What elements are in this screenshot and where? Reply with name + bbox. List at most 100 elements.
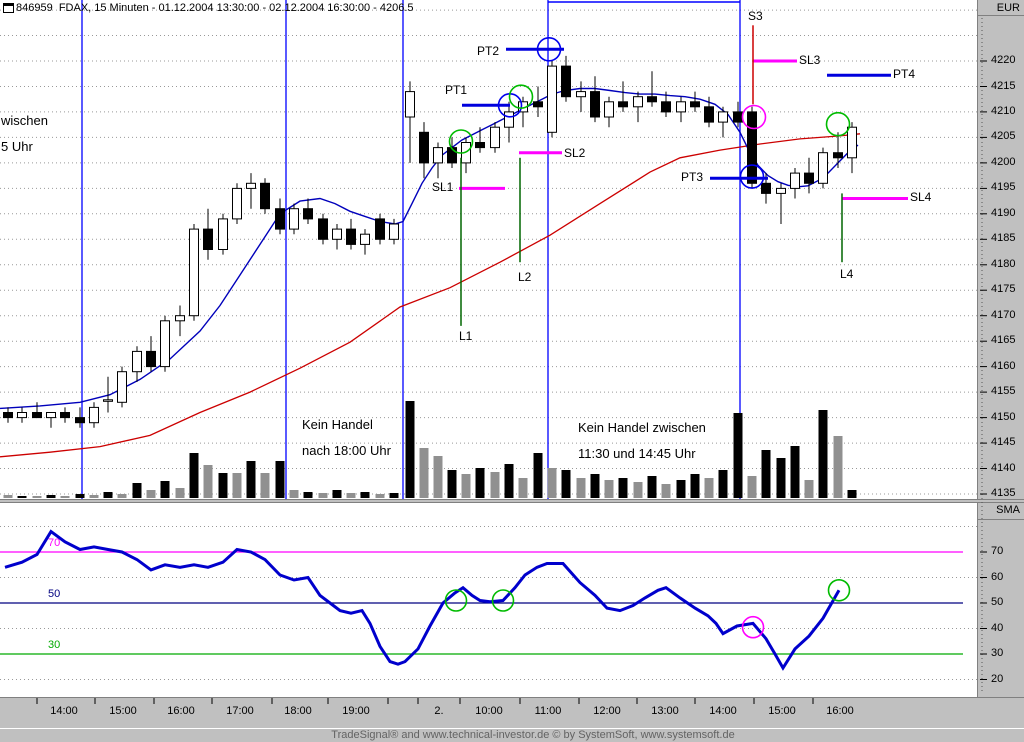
price-axis-label: 4165 [991, 334, 1016, 347]
candle [847, 122, 857, 174]
candle [103, 376, 113, 413]
trade-label-pt1: PT1 [445, 83, 468, 97]
candle [203, 208, 213, 260]
volume-bar [618, 478, 628, 498]
price-axis-gutter[interactable] [977, 0, 1024, 742]
trade-label-s3: S3 [748, 9, 763, 23]
candle [419, 122, 429, 179]
volume-bar [604, 480, 614, 498]
price-axis-label: 4185 [991, 232, 1016, 245]
volume-bar [690, 474, 700, 498]
volume-bar [60, 496, 70, 498]
volume-bar [218, 473, 228, 498]
volume-bar [647, 476, 657, 498]
price-axis-label: 4145 [991, 436, 1016, 449]
volume-bar [676, 480, 686, 498]
time-axis[interactable] [0, 697, 1024, 728]
signal-circle [448, 129, 474, 154]
time-axis-label: 14:00 [50, 705, 78, 717]
slow-ma-line [0, 133, 861, 458]
volume-bar [576, 478, 586, 498]
time-axis-label: 19:00 [342, 705, 370, 717]
candle [490, 122, 500, 153]
oscillator-signal-circle [827, 578, 851, 602]
price-axis-label: 4215 [991, 79, 1016, 92]
no-trade-note-1-line1: Kein Handel [302, 417, 373, 432]
time-axis-label: 18:00 [284, 705, 312, 717]
volume-bar [303, 492, 313, 498]
candle [389, 218, 399, 245]
trade-label-pt3: PT3 [681, 170, 704, 184]
indicator-axis-label: 60 [991, 570, 1004, 583]
oscillator-signal-circle [741, 615, 765, 639]
candle [833, 132, 843, 168]
candle [776, 183, 786, 224]
indicator-level-label: 50 [48, 588, 61, 600]
candle [518, 96, 528, 128]
price-axis-label: 4175 [991, 283, 1016, 296]
trade-label-l2: L2 [518, 270, 532, 284]
candle [405, 81, 415, 163]
candle [160, 315, 170, 372]
candle [604, 96, 614, 128]
indicator-label: SMA [996, 504, 1020, 516]
volume-bar [189, 453, 199, 498]
volume-bar [433, 456, 443, 498]
panel-separator[interactable] [0, 499, 1024, 503]
volume-bar [46, 495, 56, 498]
no-trade-note-1-line2: nach 18:00 Uhr [302, 443, 391, 458]
trade-label-pt2: PT2 [477, 44, 500, 58]
volume-bar [75, 494, 85, 498]
volume-bar [847, 490, 857, 498]
price-axis-label: 4140 [991, 461, 1016, 474]
volume-bar [160, 481, 170, 498]
indicator-axis-label: 70 [991, 545, 1004, 557]
oscillator-line [4, 529, 841, 671]
candle [303, 198, 313, 224]
signal-circle [739, 164, 765, 189]
volume-bar [804, 480, 814, 498]
candle [561, 55, 571, 102]
oscillator-signal-circle [491, 589, 515, 612]
volume-bar [232, 473, 242, 498]
candle [232, 183, 242, 224]
volume-bar [375, 494, 385, 498]
volume-bar [490, 472, 500, 498]
volume-bar [718, 470, 728, 498]
volume-bar [405, 401, 415, 498]
price-axis-label: 4200 [991, 155, 1016, 168]
candle [318, 213, 328, 245]
volume-bar [833, 436, 843, 498]
volume-bar [547, 468, 557, 498]
candle [761, 173, 771, 204]
candle [433, 142, 443, 179]
no-trade-note-2-line1: Kein Handel zwischen [578, 420, 706, 435]
candle [633, 91, 643, 123]
volume-bar [318, 493, 328, 498]
time-axis-label: 12:00 [593, 705, 621, 717]
indicator-axis-label: 30 [991, 647, 1004, 659]
volume-bar [475, 468, 485, 498]
indicator-axis-label: 20 [991, 672, 1004, 685]
candle [790, 168, 800, 199]
volume-bar [561, 470, 571, 498]
volume-bar [818, 410, 828, 498]
volume-bar [776, 458, 786, 498]
volume-bar [419, 448, 429, 498]
volume-bar [203, 465, 213, 498]
candle [246, 173, 256, 209]
candle [346, 218, 356, 250]
time-axis-label: 13:00 [651, 705, 679, 717]
fast-ma-line [0, 87, 859, 410]
candle [533, 86, 543, 117]
price-axis-label: 4205 [991, 130, 1016, 143]
volume-bar [447, 470, 457, 498]
time-axis-label: 10:00 [475, 705, 503, 717]
candle [547, 61, 557, 138]
volume-bar [32, 496, 42, 498]
indicator-level-label: 70 [48, 537, 61, 549]
chart-title: 846959 FDAX, 15 Minuten - 01.12.2004 13:… [16, 2, 414, 14]
volume-bar [461, 474, 471, 498]
